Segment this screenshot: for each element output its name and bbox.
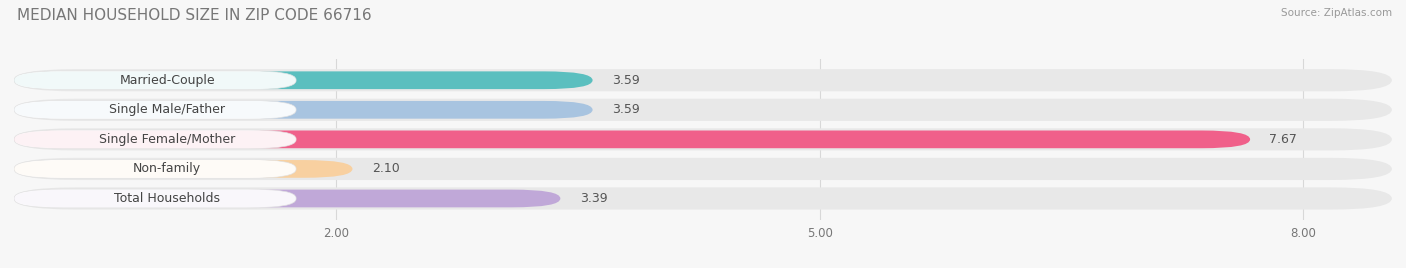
- Text: Single Male/Father: Single Male/Father: [110, 103, 225, 116]
- FancyBboxPatch shape: [14, 69, 1392, 91]
- Text: 2.10: 2.10: [371, 162, 399, 176]
- Text: MEDIAN HOUSEHOLD SIZE IN ZIP CODE 66716: MEDIAN HOUSEHOLD SIZE IN ZIP CODE 66716: [17, 8, 371, 23]
- FancyBboxPatch shape: [14, 159, 297, 178]
- Text: 3.39: 3.39: [579, 192, 607, 205]
- FancyBboxPatch shape: [14, 158, 1392, 180]
- FancyBboxPatch shape: [14, 160, 353, 178]
- FancyBboxPatch shape: [14, 189, 297, 208]
- FancyBboxPatch shape: [14, 130, 297, 149]
- Text: 3.59: 3.59: [612, 103, 640, 116]
- Text: Total Households: Total Households: [114, 192, 221, 205]
- FancyBboxPatch shape: [14, 187, 1392, 210]
- FancyBboxPatch shape: [14, 71, 297, 90]
- FancyBboxPatch shape: [14, 131, 1250, 148]
- Text: Source: ZipAtlas.com: Source: ZipAtlas.com: [1281, 8, 1392, 18]
- FancyBboxPatch shape: [14, 100, 297, 119]
- FancyBboxPatch shape: [14, 71, 592, 89]
- Text: 3.59: 3.59: [612, 74, 640, 87]
- Text: Single Female/Mother: Single Female/Mother: [98, 133, 235, 146]
- FancyBboxPatch shape: [14, 190, 561, 207]
- FancyBboxPatch shape: [14, 128, 1392, 150]
- FancyBboxPatch shape: [14, 101, 592, 119]
- Text: Non-family: Non-family: [134, 162, 201, 176]
- FancyBboxPatch shape: [14, 99, 1392, 121]
- Text: 7.67: 7.67: [1270, 133, 1298, 146]
- Text: Married-Couple: Married-Couple: [120, 74, 215, 87]
